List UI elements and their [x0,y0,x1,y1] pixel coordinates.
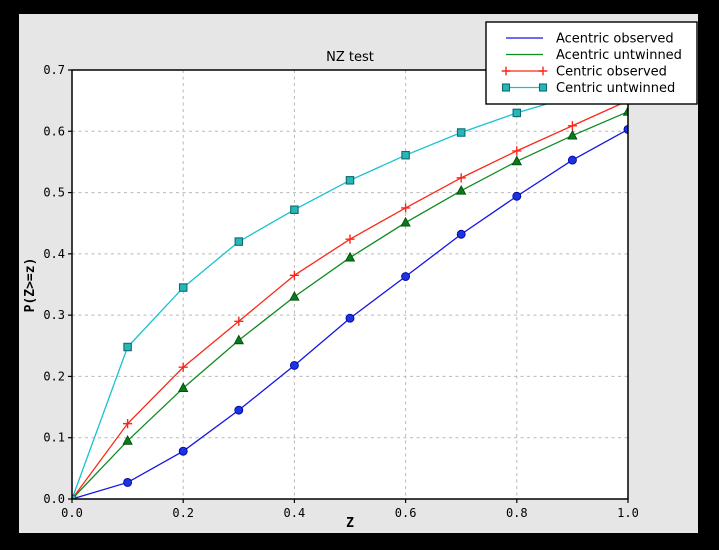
figure-canvas: 0.0 0.2 0.4 0.6 0.8 1.0 0.0 0.1 0.2 0.3 0.4 0.5 0.6 0… [19,14,698,533]
data-point-circle-marker [289,360,299,370]
data-point-plus-marker [567,121,577,131]
chart-title: NZ test [326,50,374,65]
axes-frame [71,69,629,500]
y-axis-tick-label: 0.4 [43,247,65,261]
data-point-triangle-marker [178,382,189,393]
data-point-square-marker [501,83,511,92]
data-point-circle-marker [567,155,577,165]
data-point-triangle-marker [344,251,356,262]
x-axis-tick-label: 0.6 [395,506,417,520]
data-point-square-marker [123,342,132,352]
data-point-plus-marker [123,419,133,429]
data-point-circle-marker [234,405,244,415]
y-axis-tick-label: 0.7 [43,63,65,77]
y-axis-label: P(Z>=z) [23,258,38,313]
series-acentric-untwinned [71,105,629,500]
data-point-triangle-marker [289,290,300,301]
data-point-triangle-marker [233,334,244,345]
data-point-plus-marker [178,362,188,372]
data-point-square-marker [178,283,188,292]
data-point-circle-marker [512,191,522,201]
data-point-circle-marker [123,478,133,487]
data-point-plus-marker [538,66,548,76]
legend-entry-centric-observed: Centric observed [501,65,667,80]
y-axis-tick-label: 0.1 [43,431,65,445]
data-point-circle-marker [345,313,355,323]
data-point-circle-marker [178,446,188,456]
data-point-plus-marker [289,270,299,280]
data-point-square-marker [538,83,548,92]
legend-label: Acentric untwinned [556,48,682,63]
data-point-plus-marker [456,173,466,183]
x-axis-tick-label: 0.4 [284,506,306,520]
data-point-plus-marker [345,234,355,244]
y-axis-tick-label: 0.0 [43,492,65,506]
data-point-square-marker [234,237,244,246]
plot-area [72,70,628,499]
legend-box [485,21,698,105]
legend-entry-acentric-untwinned: Acentric untwinned [506,48,682,63]
legend-label: Centric observed [556,65,667,80]
y-axis-tick-label: 0.5 [43,186,65,200]
data-point-triangle-marker [567,129,578,140]
y-axis-tick-label: 0.3 [43,308,65,322]
data-point-triangle-marker [456,184,467,195]
data-point-square-marker [290,205,299,214]
data-point-plus-marker [401,203,411,213]
data-point-square-marker [456,128,466,137]
x-axis-tick-label: 0.0 [61,506,83,520]
data-point-square-marker [512,108,522,118]
legend-label: Acentric observed [556,32,674,47]
x-axis-tick-label: 0.2 [172,506,194,520]
data-point-triangle-marker [122,435,133,445]
x-axis-label: Z [346,516,354,531]
data-point-plus-marker [234,316,244,326]
data-point-plus-marker [512,146,522,156]
data-point-circle-marker [401,272,411,281]
data-point-square-marker [401,150,410,160]
x-axis-tick-label: 0.8 [506,506,528,520]
data-point-triangle-marker [400,216,411,227]
data-point-circle-marker [456,229,466,239]
data-point-triangle-marker [511,155,522,166]
data-point-square-marker [345,176,355,185]
x-axis-tick-label: 1.0 [617,506,639,520]
data-point-plus-marker [501,66,511,76]
legend-entry-centric-untwinned: Centric untwinned [501,81,675,96]
nz-test-chart: 0.0 0.2 0.4 0.6 0.8 1.0 0.0 0.1 0.2 0.3 0.4 0.5 0.6 0… [23,21,698,531]
legend-entry-acentric-observed: Acentric observed [506,32,674,47]
y-axis-tick-label: 0.6 [43,124,65,138]
y-axis-tick-label: 0.2 [43,369,65,383]
legend-label: Centric untwinned [556,81,675,96]
